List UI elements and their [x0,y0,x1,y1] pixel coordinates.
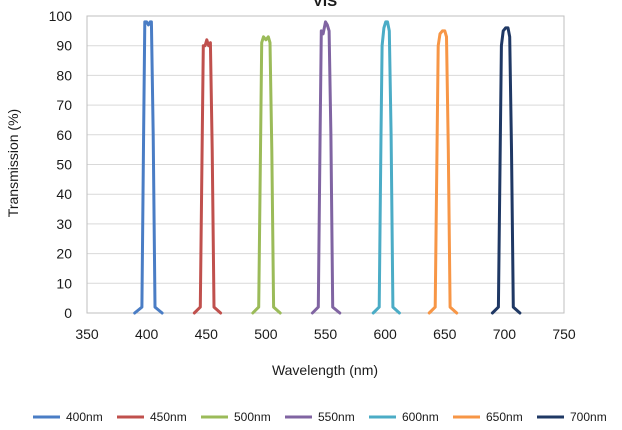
y-tick-label: 20 [56,246,72,262]
y-tick-label: 100 [49,8,73,24]
legend-label-700nm: 700nm [570,410,607,424]
y-tick-label: 40 [56,186,72,202]
y-tick-label: 60 [56,127,72,143]
x-tick-label: 400 [135,326,159,342]
y-tick-label: 50 [56,157,72,173]
x-tick-label: 500 [254,326,278,342]
x-tick-label: 750 [552,326,576,342]
y-tick-label: 90 [56,38,72,54]
legend-label-450nm: 450nm [150,410,187,424]
x-tick-label: 450 [195,326,219,342]
x-tick-label: 700 [493,326,517,342]
legend-label-400nm: 400nm [66,410,103,424]
legend-label-550nm: 550nm [318,410,355,424]
chart-title: VIS [313,0,337,10]
x-axis-ticks: 350 400 450 500 550 600 650 700 750 [75,326,576,342]
series-line-400nm [133,20,164,315]
x-tick-label: 600 [373,326,397,342]
y-tick-label: 0 [64,305,72,321]
plot-frame [86,15,565,314]
grid [87,15,564,314]
legend-label-500nm: 500nm [234,410,271,424]
series-layer [133,20,522,315]
series-line-500nm [251,35,282,315]
y-tick-label: 30 [56,216,72,232]
y-axis-ticks: 0 10 20 30 40 50 60 70 80 90 100 [49,8,73,321]
x-axis-title: Wavelength (nm) [272,362,378,378]
x-tick-label: 550 [314,326,338,342]
y-tick-label: 10 [56,275,72,291]
series-line-550nm [310,20,342,315]
series-line-450nm [192,38,223,315]
y-tick-label: 70 [56,97,72,113]
x-tick-label: 350 [75,326,99,342]
series-line-650nm [427,29,459,315]
legend-label-600nm: 600nm [402,410,439,424]
series-line-600nm [371,20,401,315]
legend-label-650nm: 650nm [486,410,523,424]
series-line-700nm [490,26,522,315]
y-axis-title: Transmission (%) [5,109,21,217]
x-tick-label: 650 [433,326,457,342]
y-tick-label: 80 [56,67,72,83]
legend: 400nm 450nm 500nm 550nm 600nm 650nm 700nm [33,410,607,424]
